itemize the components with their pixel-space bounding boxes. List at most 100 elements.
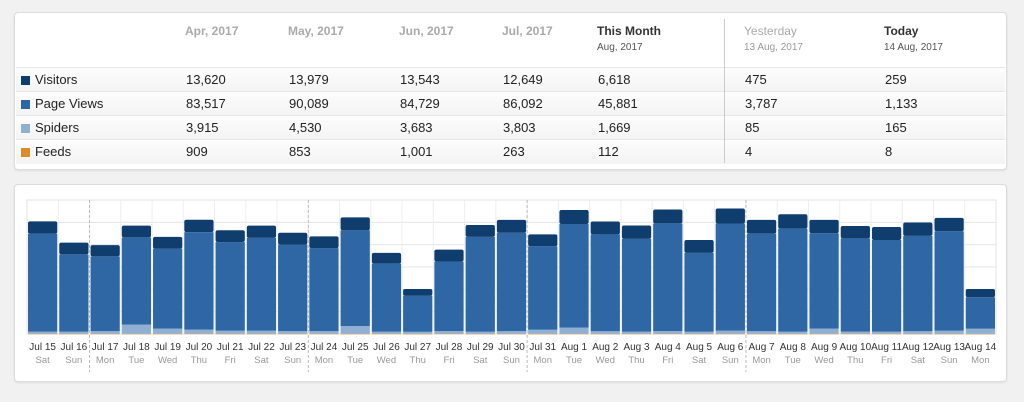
x-weekday-label: Mon xyxy=(315,355,333,366)
bar-segment xyxy=(496,219,527,233)
bar-segment xyxy=(965,333,995,335)
bar-segment xyxy=(684,331,714,334)
row-value: 3,683 xyxy=(400,120,433,135)
x-tick-label: Jul 21 xyxy=(217,342,244,353)
x-weekday-label: Sat xyxy=(473,355,488,366)
bar-segment xyxy=(278,333,308,335)
row-value: 475 xyxy=(745,72,767,87)
x-tick-label: Aug 10 xyxy=(839,342,871,353)
bar-segment xyxy=(965,297,995,329)
bar-segment xyxy=(403,289,433,296)
chart-card: Jul 15 Sat Jul 16 Sun Jul 17 Mon Jul 18 Tue Jul … xyxy=(14,184,1007,382)
bar-segment xyxy=(215,330,245,334)
x-weekday-label: Fri xyxy=(881,355,892,366)
x-tick-label: Jul 17 xyxy=(92,342,119,353)
x-tick-label: Jul 15 xyxy=(29,342,56,353)
x-tick-label: Aug 14 xyxy=(965,342,997,353)
bar-segment xyxy=(403,331,433,334)
legend-swatch xyxy=(21,76,30,85)
row-value: 165 xyxy=(885,120,907,135)
x-weekday-label: Sun xyxy=(722,355,739,366)
x-tick-label: Jul 27 xyxy=(404,342,431,353)
bar-segment xyxy=(871,333,902,335)
column-header: Jun, 2017 xyxy=(399,24,454,38)
bar-segment xyxy=(403,295,433,332)
bar-segment xyxy=(653,333,683,335)
x-weekday-label: Wed xyxy=(596,355,615,366)
bar-segment xyxy=(621,225,652,239)
bar-segment xyxy=(90,333,120,335)
bar-segment xyxy=(215,230,245,243)
row-value: 1,669 xyxy=(598,120,631,135)
row-label: Page Views xyxy=(35,96,104,111)
row-value: 83,517 xyxy=(186,96,226,111)
row-value: 12,649 xyxy=(503,72,543,87)
column-subheader: 14 Aug, 2017 xyxy=(884,42,943,53)
summary-card: Apr, 2017 May, 2017 Jun, 2017 Jul, 2017 This… xyxy=(14,12,1007,170)
row-value: 263 xyxy=(503,144,525,159)
x-weekday-label: Thu xyxy=(628,355,644,366)
bar-segment xyxy=(746,333,777,335)
bar-segment xyxy=(309,331,339,334)
row-value: 6,618 xyxy=(598,72,631,87)
x-weekday-label: Tue xyxy=(347,355,363,366)
bar-segment xyxy=(559,223,589,328)
x-weekday-label: Wed xyxy=(377,355,396,366)
row-value: 4 xyxy=(745,144,753,159)
row-value: 8 xyxy=(885,144,893,159)
x-tick-label: Aug 6 xyxy=(717,342,744,353)
bar-segment xyxy=(28,221,58,234)
bar-segment xyxy=(465,236,495,332)
row-value: 45,881 xyxy=(598,96,638,111)
bar-segment xyxy=(90,245,120,257)
bar-segment xyxy=(934,333,964,335)
bar-segment xyxy=(590,221,620,235)
bar-segment xyxy=(496,331,527,334)
x-tick-label: Aug 5 xyxy=(686,342,713,353)
bar-segment xyxy=(121,324,152,334)
x-weekday-label: Sun xyxy=(284,355,301,366)
x-tick-label: Jul 31 xyxy=(529,342,556,353)
x-tick-label: Jul 25 xyxy=(342,342,369,353)
row-value: 1,133 xyxy=(885,96,918,111)
legend-swatch xyxy=(21,100,30,109)
bar-segment xyxy=(215,242,245,331)
bar-segment xyxy=(246,333,277,335)
bar-segment xyxy=(121,225,152,238)
x-weekday-label: Tue xyxy=(566,355,582,366)
bar-segment xyxy=(715,223,745,331)
column-header: Today xyxy=(884,24,919,38)
legend-swatch xyxy=(21,148,30,157)
bar-segment xyxy=(684,252,714,332)
x-weekday-label: Wed xyxy=(158,355,177,366)
x-tick-label: Aug 2 xyxy=(592,342,619,353)
row-value: 90,089 xyxy=(289,96,329,111)
x-weekday-label: Fri xyxy=(225,355,236,366)
today-separator xyxy=(724,19,725,163)
bar-segment xyxy=(90,256,120,332)
bar-segment xyxy=(746,219,777,234)
summary-row: Spiders 3,915 4,530 3,683 3,803 1,669 85 165 xyxy=(16,115,1005,140)
bar-segment xyxy=(528,246,558,330)
bar-segment xyxy=(809,333,839,335)
row-value: 3,803 xyxy=(503,120,536,135)
bar-segment xyxy=(590,333,620,335)
bar-segment xyxy=(340,230,370,327)
summary-row: Visitors 13,620 13,979 13,543 12,649 6,618 475… xyxy=(16,67,1005,92)
x-weekday-label: Thu xyxy=(410,355,426,366)
x-tick-label: Aug 12 xyxy=(902,342,934,353)
bar-segment xyxy=(121,237,152,325)
bar-segment xyxy=(903,333,933,335)
row-value: 259 xyxy=(885,72,907,87)
bar-segment xyxy=(184,333,214,335)
bar-segment xyxy=(246,237,277,331)
bar-segment xyxy=(184,219,214,233)
bar-segment xyxy=(903,331,933,334)
bar-segment xyxy=(778,214,808,229)
bar-segment xyxy=(309,248,339,332)
x-weekday-label: Sun xyxy=(503,355,520,366)
x-weekday-label: Wed xyxy=(814,355,833,366)
x-tick-label: Aug 1 xyxy=(561,342,588,353)
x-tick-label: Jul 24 xyxy=(311,342,338,353)
column-header: This Month xyxy=(597,24,661,38)
